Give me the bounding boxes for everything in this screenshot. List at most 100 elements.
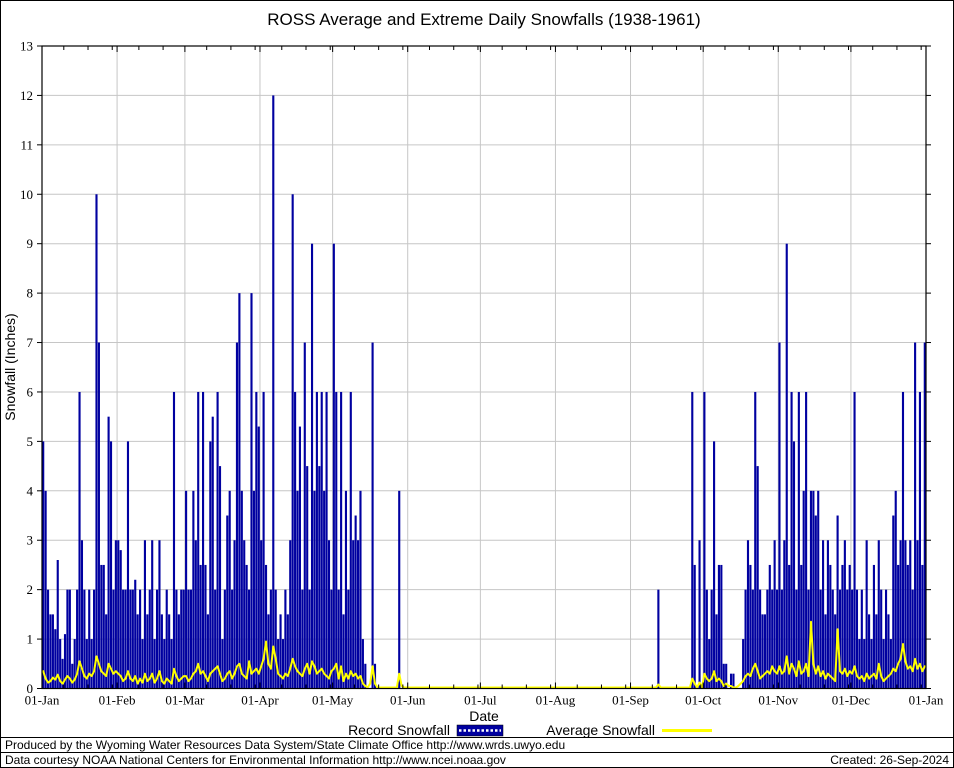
record-bar [80, 540, 84, 689]
legend: Record Snowfall Average Snowfall [348, 722, 712, 738]
record-bar [141, 639, 144, 689]
y-tick-label: 6 [27, 384, 34, 399]
record-bar [204, 564, 207, 689]
record-bar [800, 564, 803, 689]
record-bar [357, 540, 360, 689]
record-bar [335, 391, 338, 689]
record-bar [744, 589, 747, 689]
record-bar [66, 589, 69, 689]
record-bar [117, 540, 120, 689]
x-tick-label: 01-Feb [99, 693, 136, 708]
record-bar [284, 589, 287, 689]
y-tick-label: 3 [27, 533, 34, 548]
record-bar [344, 490, 348, 689]
record-bar [848, 564, 851, 689]
record-bar [323, 490, 326, 689]
record-bar [330, 589, 333, 689]
record-bar [112, 589, 115, 689]
record-bar [143, 540, 146, 689]
record-bar [272, 95, 275, 689]
record-bar [279, 614, 282, 689]
record-bars [42, 95, 926, 689]
legend-average-label: Average Snowfall [546, 722, 655, 738]
record-bar [211, 416, 214, 689]
average-line [42, 620, 926, 689]
record-bar [809, 490, 813, 689]
record-bar [146, 614, 149, 689]
record-bar [260, 540, 263, 689]
y-tick-label: 10 [20, 187, 33, 202]
record-bar [860, 589, 863, 689]
record-bar [807, 589, 810, 689]
x-tick-label: 01-Jan [909, 693, 944, 708]
record-bar [252, 490, 255, 689]
x-axis-label: Date [469, 708, 499, 724]
record-bar [209, 441, 212, 689]
x-tick-label: 01-Jul [464, 693, 497, 708]
record-bar [315, 391, 318, 689]
y-tick-label: 2 [27, 582, 34, 597]
record-bar [59, 639, 62, 689]
axis-ticks [37, 45, 931, 689]
record-bar [742, 639, 745, 689]
record-bar [332, 243, 335, 689]
record-bar [85, 639, 88, 689]
record-bar [114, 540, 117, 689]
y-tick-label: 13 [20, 39, 33, 54]
record-bar [717, 564, 720, 689]
record-bar [250, 293, 253, 689]
record-bar [180, 589, 183, 689]
record-bar [836, 515, 839, 689]
record-bar [870, 639, 873, 689]
record-bar [914, 342, 917, 689]
record-bar [306, 466, 309, 689]
record-bar [136, 614, 139, 689]
record-bar [197, 391, 200, 689]
record-bar [347, 589, 350, 689]
record-bar [872, 564, 875, 689]
record-bar [708, 639, 711, 689]
record-bar [303, 342, 306, 689]
record-bar [226, 515, 229, 689]
record-bar [788, 564, 791, 689]
record-bar [766, 589, 769, 689]
record-bar [155, 589, 159, 689]
record-bar [892, 515, 895, 689]
record-bar [371, 342, 374, 689]
record-bar [778, 342, 781, 689]
record-bar [715, 614, 718, 689]
y-tick-label: 5 [27, 434, 34, 449]
record-bar [698, 540, 701, 689]
record-bar [134, 579, 137, 689]
record-bar [88, 589, 91, 689]
record-bar [320, 391, 323, 689]
record-bar [899, 540, 902, 689]
y-tick-label: 4 [27, 483, 34, 498]
record-bar [751, 589, 754, 689]
record-bar [875, 614, 878, 689]
record-bar [158, 540, 161, 689]
record-bar [921, 564, 924, 689]
footer-produced-by: Produced by the Wyoming Water Resources … [5, 738, 565, 752]
record-bar [325, 391, 328, 689]
record-bar [126, 441, 130, 689]
record-bar [352, 540, 355, 689]
y-tick-label: 11 [20, 137, 33, 152]
record-bar [887, 614, 890, 689]
x-tick-label: 01-Aug [536, 693, 576, 708]
record-bar [301, 589, 304, 689]
record-bar [100, 564, 103, 689]
record-bar [904, 540, 907, 689]
record-bar [182, 589, 185, 689]
record-bar [795, 589, 798, 689]
record-bar [863, 639, 866, 689]
record-bar [160, 614, 163, 689]
record-bar [797, 391, 800, 689]
record-bar [720, 564, 723, 689]
record-bar [824, 614, 827, 689]
record-bar [223, 589, 226, 689]
record-bar [148, 589, 151, 689]
record-bar [855, 589, 859, 689]
x-tick-label: 01-Mar [165, 693, 205, 708]
record-bar [763, 614, 766, 689]
